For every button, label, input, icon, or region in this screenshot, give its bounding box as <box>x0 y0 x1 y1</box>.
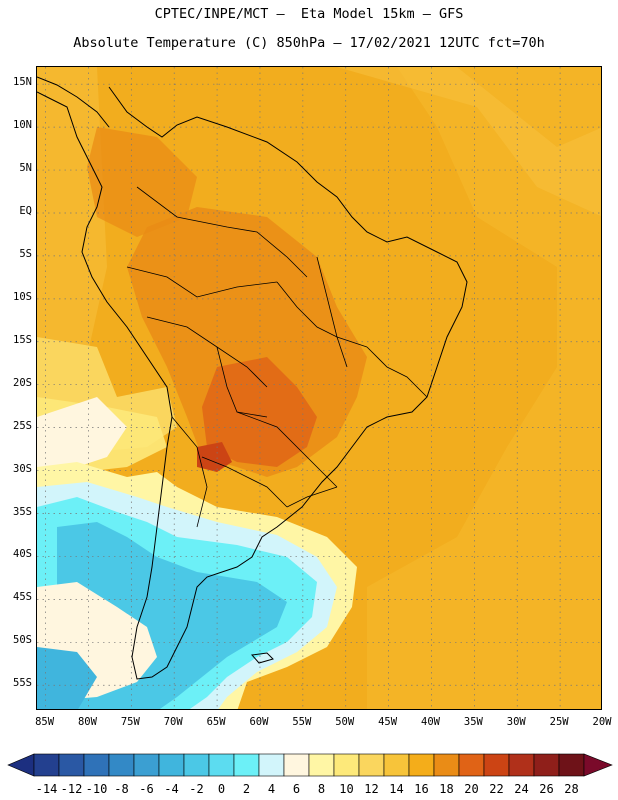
colorbar: -14 -12 -10 -8 -6 -4 -2 0 2 4 6 8 10 12 14 16 18 20 22 24 26… <box>0 752 618 800</box>
field-north-continent <box>87 127 197 237</box>
latitude-label: 30S <box>13 462 32 475</box>
falkland-islands <box>251 652 274 664</box>
field-pacific-north <box>37 67 107 367</box>
graticule <box>37 67 601 709</box>
latitude-label: 10N <box>13 119 32 132</box>
colorbar-tick-label: -8 <box>114 782 129 796</box>
map-title-line-1: CPTEC/INPE/MCT – Eta Model 15km – GFS <box>154 6 464 22</box>
colorbar-swatch <box>208 753 235 777</box>
colorbar-under-arrow <box>7 753 35 777</box>
longitude-label: 30W <box>506 716 526 728</box>
latitude-label: 45S <box>13 591 32 604</box>
colorbar-swatch <box>233 753 260 777</box>
colorbar-tick-label: -14 <box>35 782 58 796</box>
colorbar-swatch <box>408 753 435 777</box>
latitude-label: 35S <box>13 505 32 518</box>
latitude-label: 25S <box>13 419 32 432</box>
colorbar-swatch <box>383 753 410 777</box>
colorbar-swatch <box>533 753 560 777</box>
colorbar-tick-label: -10 <box>85 782 108 796</box>
colorbar-tick-label: 12 <box>364 782 379 796</box>
central-america-coast <box>37 76 110 128</box>
temperature-map[interactable] <box>36 66 602 710</box>
colorbar-tick-label: 8 <box>317 782 326 796</box>
latitude-label: EQ <box>19 204 32 217</box>
colorbar-tick-label: -4 <box>164 782 179 796</box>
colorbar-tick-label: -12 <box>60 782 83 796</box>
colorbar-swatch <box>458 753 485 777</box>
colorbar-tick-label: 18 <box>439 782 454 796</box>
longitude-label: 20W <box>592 716 612 728</box>
longitude-label: 50W <box>335 716 355 728</box>
colorbar-swatch <box>108 753 135 777</box>
colorbar-tick-label: 6 <box>292 782 301 796</box>
colorbar-tick-label: 4 <box>267 782 276 796</box>
field-south-deep <box>37 647 97 709</box>
longitude-label: 25W <box>549 716 569 728</box>
field-pacific-cream <box>37 397 127 467</box>
longitude-label: 65W <box>206 716 226 728</box>
latitude-label: 15S <box>13 333 32 346</box>
colorbar-tick-label: 2 <box>242 782 251 796</box>
latitude-label: 55S <box>13 677 32 690</box>
coastline <box>37 86 468 680</box>
country-borders <box>126 186 428 528</box>
colorbar-swatch <box>183 753 210 777</box>
longitude-label: 60W <box>249 716 269 728</box>
colorbar-swatch <box>483 753 510 777</box>
colorbar-swatch <box>358 753 385 777</box>
colorbar-tick-label: 16 <box>414 782 429 796</box>
colorbar-tick-label: 26 <box>539 782 554 796</box>
colorbar-swatch <box>258 753 285 777</box>
longitude-label: 80W <box>77 716 97 728</box>
colorbar-tick-label: 22 <box>489 782 504 796</box>
colorbar-swatch <box>133 753 160 777</box>
longitude-label: 55W <box>292 716 312 728</box>
longitude-label: 45W <box>378 716 398 728</box>
colorbar-swatch <box>158 753 185 777</box>
field-north-atlantic <box>337 67 601 217</box>
colorbar-swatch <box>558 753 585 777</box>
longitude-label: 35W <box>463 716 483 728</box>
map-title-line-2: Absolute Temperature (C) 850hPa – 17/02/… <box>73 35 545 51</box>
longitude-label: 75W <box>120 716 140 728</box>
colorbar-swatches <box>7 753 613 777</box>
latitude-label: 5N <box>19 162 32 175</box>
field-atlantic-east <box>367 67 601 709</box>
colorbar-tick-label: -6 <box>139 782 154 796</box>
longitude-label: 40W <box>421 716 440 728</box>
colorbar-swatch <box>58 753 85 777</box>
colorbar-tick-label: 24 <box>514 782 529 796</box>
colorbar-tick-label: 14 <box>389 782 404 796</box>
colorbar-tick-label: -2 <box>189 782 204 796</box>
colorbar-over-arrow <box>583 753 613 777</box>
latitude-label: 10S <box>13 290 32 303</box>
colorbar-swatch <box>83 753 110 777</box>
colorbar-tick-label: 20 <box>464 782 479 796</box>
latitude-label: 15N <box>13 76 32 89</box>
latitude-label: 20S <box>13 376 32 389</box>
colorbar-tick-label: 28 <box>564 782 579 796</box>
colorbar-tick-label: 10 <box>339 782 354 796</box>
colorbar-swatch <box>433 753 460 777</box>
map-canvas <box>37 67 601 709</box>
latitude-label: 5S <box>19 247 32 260</box>
longitude-label: 70W <box>163 716 183 728</box>
colorbar-swatch <box>308 753 335 777</box>
latitude-label: 50S <box>13 634 32 647</box>
colorbar-swatch <box>33 753 60 777</box>
field-hot-spot <box>197 442 232 472</box>
colorbar-swatch <box>283 753 310 777</box>
latitude-label: 40S <box>13 548 32 561</box>
colorbar-swatch <box>508 753 535 777</box>
colorbar-tick-label: 0 <box>217 782 226 796</box>
colorbar-swatch <box>333 753 360 777</box>
longitude-label: 85W <box>35 716 55 728</box>
